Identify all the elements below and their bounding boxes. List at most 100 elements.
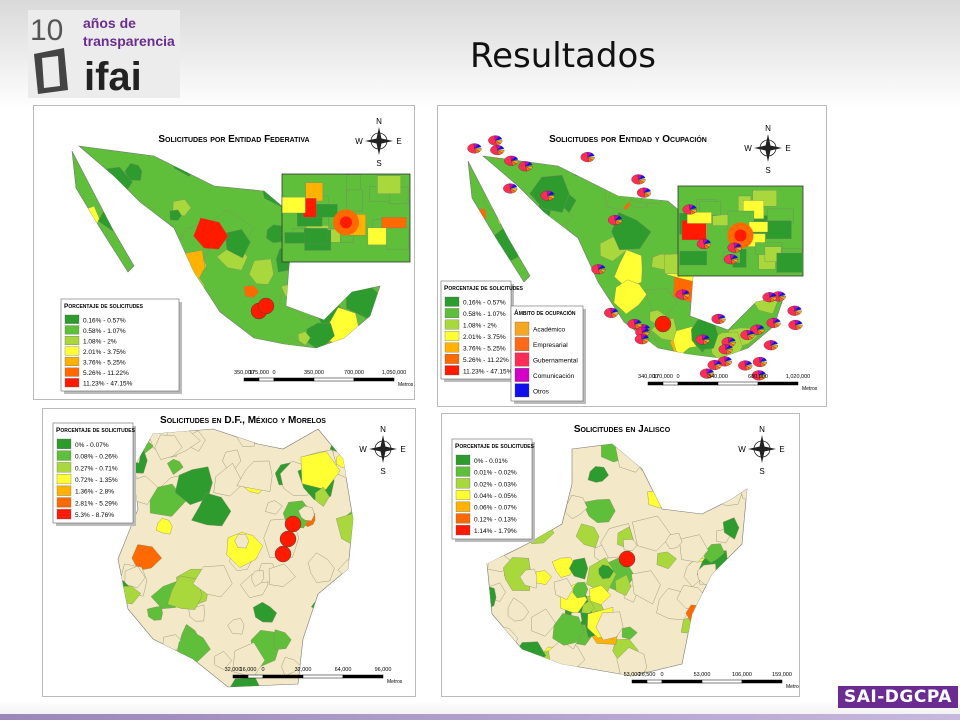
region <box>214 651 232 670</box>
region <box>379 494 405 516</box>
region <box>440 169 459 186</box>
region <box>688 156 704 159</box>
scale-label: 53,000 <box>694 672 711 678</box>
legend-label: Otros <box>533 388 550 395</box>
legend-swatch <box>455 466 471 477</box>
scale-label: 106,000 <box>732 672 752 678</box>
legend-swatch <box>56 438 72 449</box>
legend-label: 11.23% - 47.15% <box>463 368 513 375</box>
region <box>336 431 351 451</box>
region <box>581 599 595 614</box>
region <box>34 365 46 386</box>
inset-region <box>686 212 712 224</box>
region <box>615 444 648 473</box>
pie-slice <box>703 239 711 245</box>
scale-label: 680,000 <box>748 374 768 380</box>
region <box>393 410 415 433</box>
region <box>616 647 648 676</box>
pie-slice <box>762 292 771 303</box>
region-hot <box>274 545 292 563</box>
region <box>776 503 799 523</box>
region <box>72 213 93 251</box>
pie-slice <box>547 191 555 196</box>
scale-label: 159,000 <box>772 672 792 678</box>
compass-label: E <box>785 144 790 153</box>
region <box>76 113 90 129</box>
pie-slice <box>580 152 590 163</box>
region <box>251 570 265 587</box>
region <box>133 116 156 138</box>
pie-slice <box>766 317 776 328</box>
logo-line: transparencia <box>83 33 175 49</box>
region <box>452 415 473 437</box>
region <box>193 217 229 250</box>
scale-label: 1,020,000 <box>786 374 810 380</box>
region <box>282 336 309 348</box>
pie-slice <box>682 204 692 215</box>
region <box>224 228 251 259</box>
pie-slice <box>718 314 726 320</box>
region <box>49 635 68 655</box>
legend-swatch <box>455 478 471 489</box>
legend-swatch <box>444 296 460 307</box>
region <box>103 272 137 300</box>
region <box>466 414 486 425</box>
scale-label: 16,000 <box>240 667 257 673</box>
region <box>766 465 799 499</box>
region <box>632 515 672 552</box>
region <box>655 444 670 454</box>
legend-swatch <box>514 352 530 367</box>
pie-slice <box>770 340 778 346</box>
region <box>800 126 826 153</box>
map-panel: Solicitudes por Entidad y Ocupación N E S W P… <box>437 105 827 407</box>
legend-label: 2.81% - 5.29% <box>75 500 118 507</box>
pie-slice <box>711 313 720 324</box>
map: Solicitudes en D.F., México y Morelos N E S… <box>49 410 415 688</box>
legend-label: 1.36% - 2.8% <box>75 489 114 496</box>
region <box>702 388 726 406</box>
scale-label: 26,500 <box>639 672 656 678</box>
legend-label: 5.3% - 8.76% <box>75 512 114 519</box>
region <box>743 590 747 610</box>
region <box>734 605 747 641</box>
pie-slice <box>752 356 762 367</box>
compass-label: E <box>396 137 401 146</box>
pie-slice <box>769 292 777 298</box>
inset-region <box>712 214 730 226</box>
legend-swatch <box>514 337 530 351</box>
region <box>618 162 631 177</box>
region <box>765 485 789 506</box>
legend-swatch <box>56 485 72 496</box>
region <box>756 541 776 562</box>
region <box>118 681 125 687</box>
compass-label: W <box>355 137 363 146</box>
legend-label: 0.16% - 0.57% <box>463 300 506 307</box>
pie-slice <box>727 242 736 253</box>
scale-segment <box>302 674 344 679</box>
region <box>248 258 274 285</box>
compass-rose <box>754 134 782 162</box>
region <box>655 458 671 477</box>
region <box>192 565 233 598</box>
legend-swatch <box>64 335 80 345</box>
region <box>363 620 387 644</box>
region <box>34 267 52 298</box>
legend-swatch <box>444 319 460 330</box>
region-hot <box>257 297 275 315</box>
logo-brand: ifai <box>84 55 142 98</box>
region <box>254 156 286 191</box>
region <box>362 262 380 278</box>
region <box>35 335 64 367</box>
region <box>454 106 474 126</box>
map: Solicitudes en Jalisco N E S W Porcentaje de … <box>451 414 802 690</box>
scale-unit: Metros <box>398 382 414 388</box>
pie-slice <box>747 330 755 336</box>
region <box>131 544 162 571</box>
region <box>118 592 125 619</box>
pie-slice <box>496 145 505 151</box>
region <box>468 214 473 243</box>
region <box>328 381 358 400</box>
region <box>468 542 485 561</box>
pie-slice <box>610 308 619 314</box>
region <box>721 590 746 616</box>
